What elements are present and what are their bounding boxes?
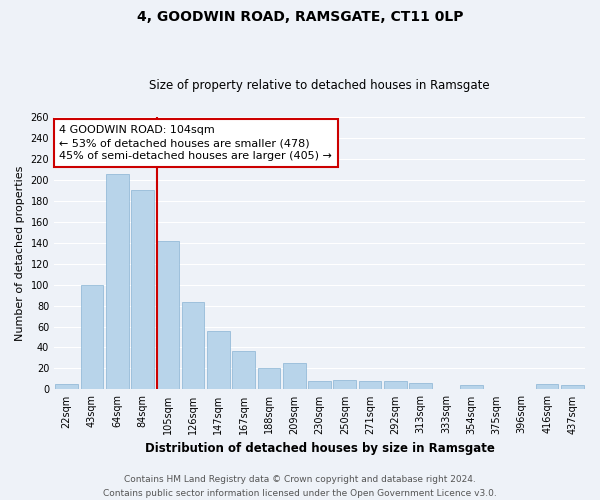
Bar <box>106 174 128 390</box>
Bar <box>182 302 205 390</box>
Bar <box>283 363 305 390</box>
Bar <box>334 380 356 390</box>
Bar <box>359 381 382 390</box>
Bar <box>536 384 559 390</box>
Text: 4 GOODWIN ROAD: 104sqm
← 53% of detached houses are smaller (478)
45% of semi-de: 4 GOODWIN ROAD: 104sqm ← 53% of detached… <box>59 125 332 162</box>
Text: 4, GOODWIN ROAD, RAMSGATE, CT11 0LP: 4, GOODWIN ROAD, RAMSGATE, CT11 0LP <box>137 10 463 24</box>
Title: Size of property relative to detached houses in Ramsgate: Size of property relative to detached ho… <box>149 79 490 92</box>
Bar <box>55 384 78 390</box>
Bar <box>460 385 482 390</box>
X-axis label: Distribution of detached houses by size in Ramsgate: Distribution of detached houses by size … <box>145 442 494 455</box>
Text: Contains HM Land Registry data © Crown copyright and database right 2024.
Contai: Contains HM Land Registry data © Crown c… <box>103 476 497 498</box>
Bar <box>207 330 230 390</box>
Bar <box>131 190 154 390</box>
Bar <box>561 385 584 390</box>
Bar <box>384 381 407 390</box>
Y-axis label: Number of detached properties: Number of detached properties <box>15 166 25 341</box>
Bar <box>257 368 280 390</box>
Bar <box>80 284 103 390</box>
Bar <box>308 381 331 390</box>
Bar <box>157 240 179 390</box>
Bar <box>232 350 255 390</box>
Bar <box>409 383 432 390</box>
